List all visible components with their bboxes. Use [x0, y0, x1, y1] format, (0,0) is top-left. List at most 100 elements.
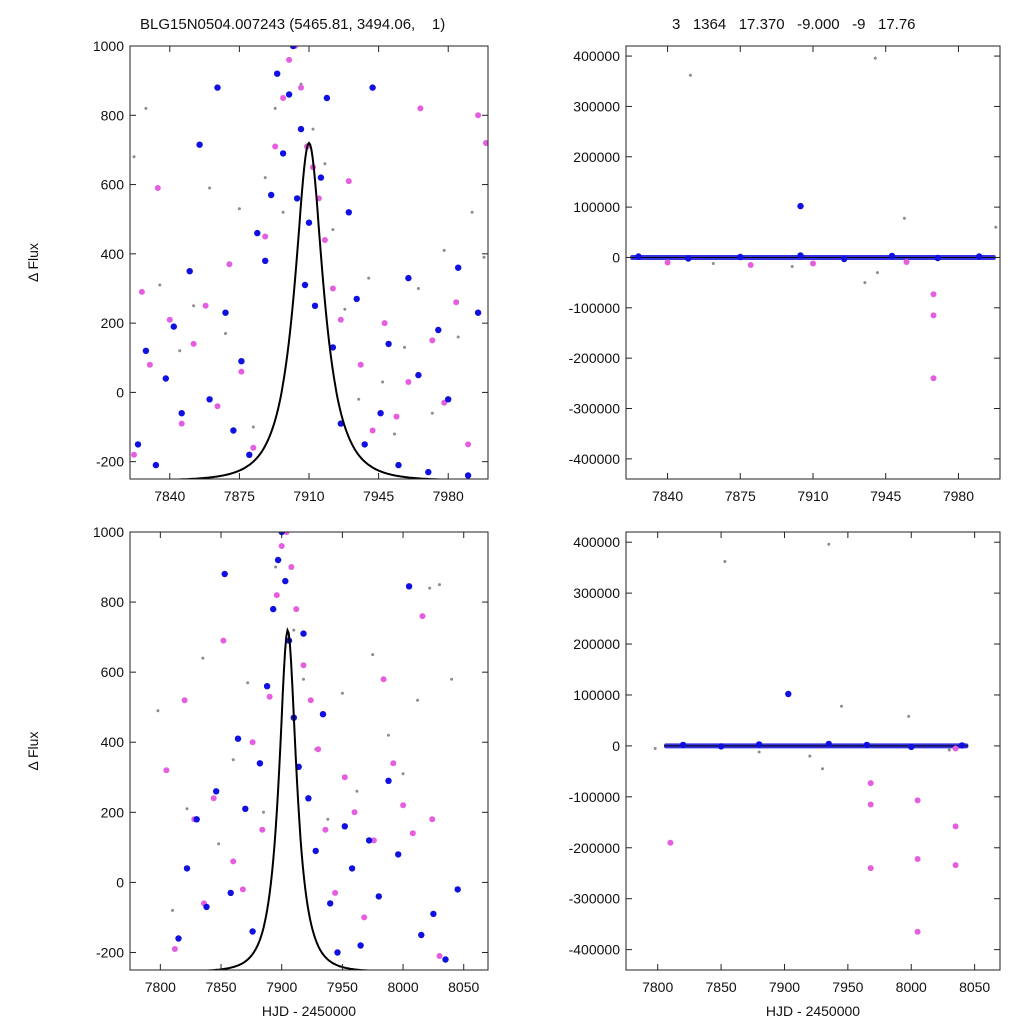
- data-point-magenta: [369, 427, 376, 434]
- data-point-magenta: [429, 816, 436, 823]
- data-point-blue: [375, 893, 382, 900]
- data-point-blue: [737, 253, 744, 261]
- plot-area: [653, 542, 969, 935]
- panel-1: -200 0 200 400 600 800 1000 7840 7875 7910 7945 798…: [25, 38, 489, 504]
- data-point-blue: [175, 935, 182, 942]
- data-point-gray: [428, 586, 432, 590]
- data-point-magenta: [357, 361, 364, 368]
- panel-3: -200 0 200 400 600 800 1000 7800 7850 7900 7950 800…: [25, 524, 489, 1019]
- y-tick-label: 200: [101, 315, 125, 331]
- x-tick-label: 7840: [652, 488, 683, 504]
- y-tick-label: 0: [116, 874, 124, 890]
- data-point-blue: [385, 777, 392, 784]
- data-point-blue: [679, 741, 687, 749]
- data-point-blue: [221, 570, 228, 578]
- x-tick-label: 7800: [145, 979, 176, 995]
- data-point-gray: [442, 248, 446, 252]
- y-tick-label: 300000: [573, 585, 620, 601]
- data-point-magenta: [181, 697, 188, 704]
- data-point-gray: [311, 127, 315, 131]
- plot-frame: [625, 531, 1001, 971]
- data-point-magenta: [345, 178, 352, 185]
- data-point-blue: [162, 375, 169, 382]
- data-point-magenta: [278, 543, 285, 549]
- data-point-magenta: [393, 413, 400, 420]
- data-point-magenta: [298, 84, 304, 91]
- data-point-gray: [381, 380, 385, 384]
- x-tick-label: 7850: [205, 979, 236, 995]
- x-tick-label: 7945: [363, 488, 394, 504]
- x-tick-label: 7945: [870, 488, 901, 504]
- data-point-blue: [193, 816, 200, 823]
- data-point-magenta: [453, 299, 460, 306]
- data-point-gray: [367, 276, 371, 280]
- data-point-magenta: [361, 914, 368, 921]
- data-point-blue: [365, 837, 373, 844]
- data-point-blue: [327, 900, 334, 907]
- data-point-magenta: [307, 697, 314, 704]
- header-left: BLG15N0504.007243 (5465.81, 3494.06, 1): [140, 16, 446, 33]
- model-curve: [194, 626, 381, 970]
- data-point-magenta: [747, 262, 754, 268]
- data-point-blue: [369, 84, 376, 91]
- data-point-blue: [755, 741, 763, 748]
- data-point-blue: [415, 371, 422, 379]
- y-tick-label: 100000: [573, 199, 620, 215]
- x-tick-label: 8000: [896, 979, 927, 995]
- data-point-magenta: [930, 312, 937, 319]
- y-axis-label: Δ Flux: [25, 243, 41, 282]
- data-point-blue: [361, 441, 368, 448]
- data-point-magenta: [329, 285, 336, 292]
- y-tick-label: 800: [101, 594, 125, 610]
- data-point-gray: [201, 656, 205, 660]
- data-point-magenta: [280, 95, 287, 101]
- y-tick-label: -100000: [569, 300, 621, 316]
- plot-area: [131, 46, 488, 479]
- data-point-gray: [274, 565, 278, 569]
- data-point-gray: [902, 216, 906, 220]
- data-point-gray: [403, 345, 406, 349]
- data-point-blue: [377, 410, 384, 417]
- data-point-blue: [341, 823, 348, 830]
- data-point-magenta: [351, 809, 358, 816]
- data-point-magenta: [283, 532, 290, 535]
- data-point-magenta: [322, 826, 329, 833]
- data-point-gray: [185, 807, 189, 811]
- data-point-gray: [430, 411, 434, 415]
- data-point-blue: [474, 309, 482, 316]
- data-point-gray: [224, 332, 227, 335]
- plot-frame: [129, 531, 489, 971]
- data-point-blue: [841, 255, 848, 263]
- data-point-blue: [357, 942, 364, 949]
- data-point-gray: [875, 271, 879, 275]
- data-point-gray: [840, 704, 843, 708]
- y-tick-label: 1000: [93, 524, 124, 540]
- data-point-magenta: [202, 302, 209, 309]
- data-point-blue: [301, 281, 309, 289]
- data-point-magenta: [475, 112, 482, 119]
- data-point-blue: [717, 743, 725, 750]
- data-point-blue: [263, 683, 271, 690]
- data-point-blue: [464, 472, 472, 479]
- x-axis-label: HJD - 2450000: [262, 1003, 356, 1019]
- x-tick-label: 7875: [725, 488, 756, 504]
- data-point-blue: [285, 91, 293, 98]
- data-point-blue: [186, 268, 193, 275]
- data-point-magenta: [210, 795, 217, 802]
- data-point-gray: [208, 186, 212, 190]
- data-point-blue: [227, 889, 234, 897]
- x-tick-label: 7875: [224, 488, 255, 504]
- data-point-magenta: [321, 237, 328, 243]
- data-point-magenta: [914, 797, 921, 804]
- data-point-gray: [653, 747, 657, 750]
- data-point-blue: [445, 396, 452, 403]
- data-point-magenta: [238, 368, 245, 375]
- y-tick-label: 200000: [573, 636, 620, 652]
- data-point-gray: [994, 225, 998, 229]
- data-point-blue: [334, 949, 341, 956]
- data-point-gray: [326, 817, 330, 821]
- data-point-blue: [289, 46, 297, 50]
- data-point-blue: [178, 410, 185, 417]
- data-point-gray: [687, 42, 690, 45]
- data-point-blue: [797, 252, 804, 259]
